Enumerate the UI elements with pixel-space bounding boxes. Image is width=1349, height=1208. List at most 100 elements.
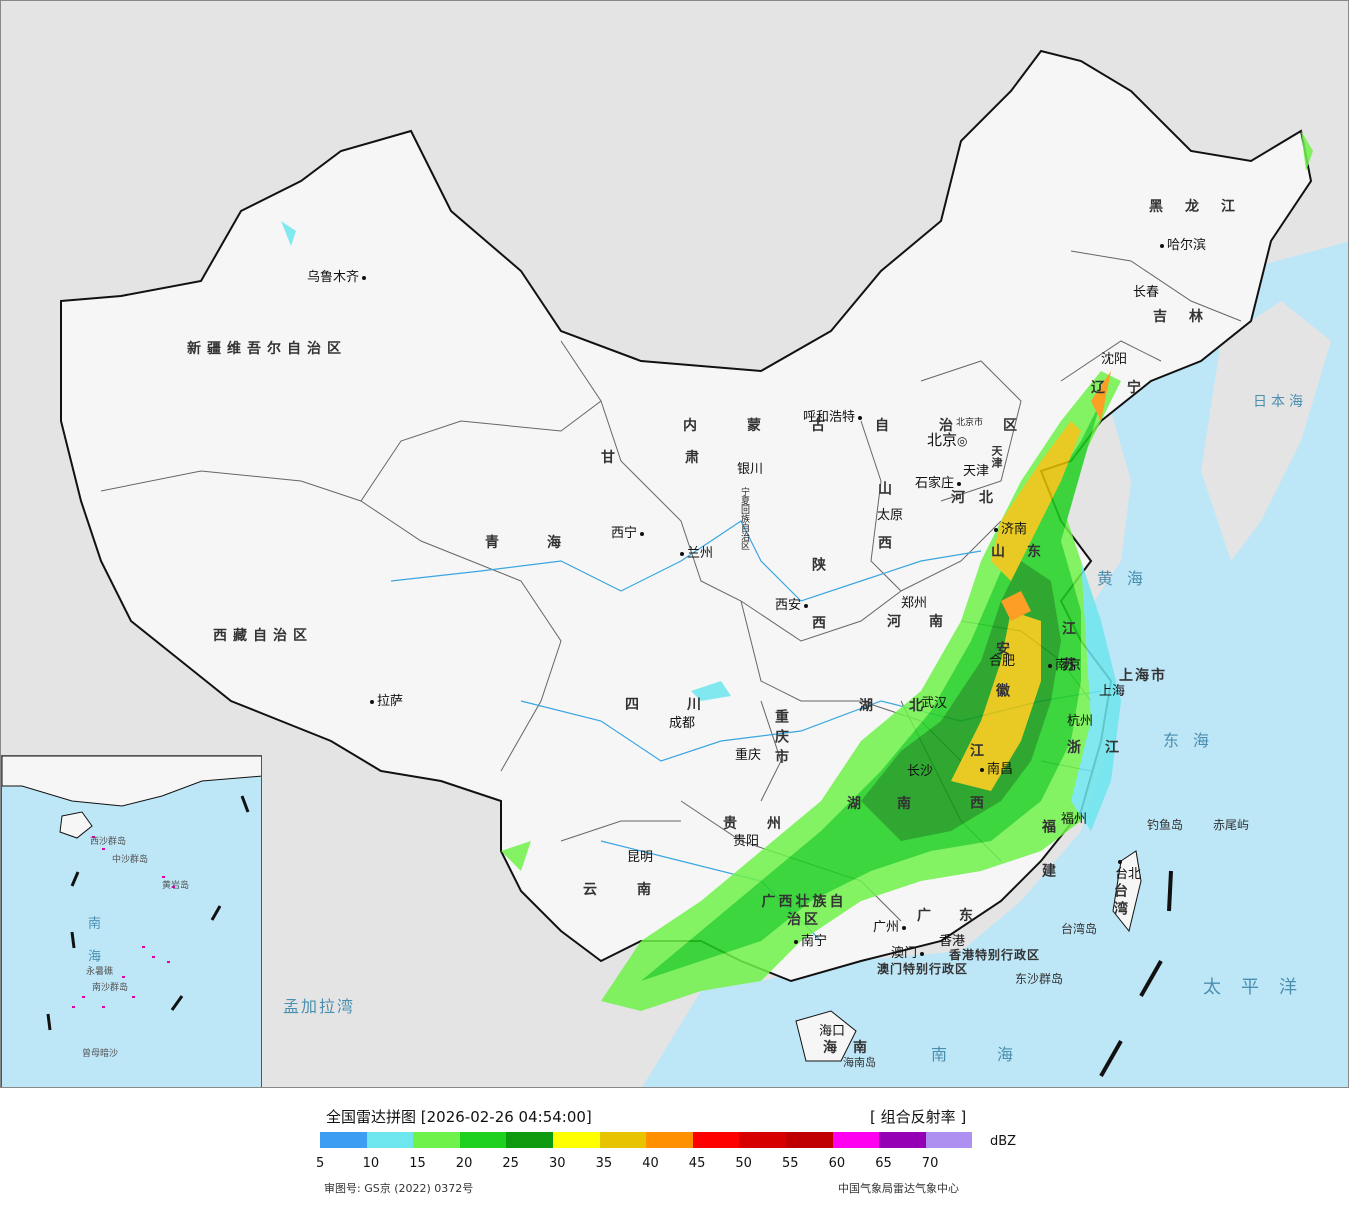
color-swatch bbox=[366, 1132, 414, 1148]
province-taiwan: 台湾 bbox=[1112, 883, 1128, 919]
city-shijiazhuang: 石家庄 bbox=[915, 477, 964, 490]
scale-tick-label: 70 bbox=[921, 1156, 939, 1171]
city-xian: 西安 bbox=[775, 599, 811, 612]
color-swatch bbox=[320, 1132, 367, 1148]
sea-japan: 日本海 bbox=[1253, 394, 1307, 410]
city-beijing: 北京◎ bbox=[927, 431, 968, 449]
color-swatch bbox=[646, 1132, 693, 1148]
province-anhui: 安徽 bbox=[994, 641, 1010, 725]
color-swatch bbox=[879, 1132, 926, 1148]
legend-unit: dBZ bbox=[990, 1134, 1017, 1149]
inset-yongshu: 永暑礁 bbox=[86, 967, 114, 977]
province-liaoning: 辽宁 bbox=[1091, 380, 1163, 396]
scale-tick-label: 45 bbox=[688, 1156, 706, 1171]
approval-number: 审图号: GS京 (2022) 0372号 bbox=[324, 1182, 474, 1195]
color-swatch bbox=[692, 1132, 740, 1148]
label-hk-sar: 香港特别行政区 bbox=[949, 948, 1041, 962]
scale-tick-label: 25 bbox=[502, 1156, 519, 1171]
province-guangxi: 广西壮族自治区 bbox=[761, 894, 847, 928]
color-swatch bbox=[506, 1132, 553, 1148]
city-shenyang: 沈阳 bbox=[1101, 352, 1128, 367]
province-jiangxi: 江西 bbox=[968, 743, 984, 847]
city-nanning: 南宁 bbox=[791, 935, 827, 948]
scale-tick-label: 50 bbox=[735, 1156, 752, 1171]
inset-nansha: 南沙群岛 bbox=[92, 983, 129, 993]
city-changsha: 长沙 bbox=[907, 764, 934, 779]
color-swatch bbox=[413, 1132, 460, 1148]
island-chiwei: 赤尾屿 bbox=[1213, 818, 1250, 832]
island-hainan: 海南岛 bbox=[843, 1056, 876, 1069]
province-henan: 河南 bbox=[887, 614, 971, 630]
province-xinjiang: 新疆维吾尔自治区 bbox=[187, 341, 347, 357]
province-shanghai: 上海市 bbox=[1119, 668, 1167, 684]
scale-tick-label: 60 bbox=[828, 1156, 846, 1171]
province-guangdong: 广东 bbox=[917, 908, 1001, 924]
city-hohhot: 呼和浩特 bbox=[803, 411, 865, 424]
province-neimenggu: 内蒙古自治区 bbox=[683, 418, 1067, 434]
city-changchun: 长春 bbox=[1133, 285, 1160, 300]
legend-panel: 全国雷达拼图 [2026-02-26 04:54:00] [ 组合反射率 ] 5… bbox=[0, 1088, 1349, 1208]
legend-product: [ 组合反射率 ] bbox=[870, 1108, 967, 1126]
scale-tick-label: 30 bbox=[549, 1156, 566, 1171]
legend-title: 全国雷达拼图 [2026-02-26 04:54:00] bbox=[326, 1108, 592, 1126]
city-zhengzhou: 郑州 bbox=[901, 596, 928, 611]
province-hebei: 河北 bbox=[951, 490, 1007, 506]
city-shanghai: 上海 bbox=[1099, 684, 1126, 699]
scale-tick-label: 20 bbox=[455, 1156, 473, 1171]
city-urumqi: 乌鲁木齐 bbox=[307, 271, 369, 284]
inset-zengmu: 曾母暗沙 bbox=[82, 1049, 119, 1059]
city-jinan: 济南 bbox=[991, 523, 1027, 536]
province-qinghai: 青海 bbox=[485, 535, 609, 551]
city-wuhan: 武汉 bbox=[921, 696, 948, 711]
city-harbin: 哈尔滨 bbox=[1157, 239, 1206, 252]
province-tianjin: 天津 bbox=[990, 445, 1003, 469]
inset-zhongsha: 中沙群岛 bbox=[112, 855, 149, 865]
inset-south-sea: 南海 bbox=[85, 916, 100, 982]
scale-tick-label: 15 bbox=[409, 1156, 426, 1171]
island-diaoyu: 钓鱼岛 bbox=[1147, 818, 1184, 832]
city-yinchuan: 银川 bbox=[737, 462, 764, 477]
color-swatch bbox=[832, 1132, 880, 1148]
sea-bengal: 孟加拉湾 bbox=[283, 997, 356, 1016]
color-swatch bbox=[459, 1132, 507, 1148]
province-beijing: 北京市 bbox=[956, 418, 984, 428]
city-hangzhou: 杭州 bbox=[1067, 714, 1094, 729]
sea-pacific: 太平洋 bbox=[1203, 977, 1317, 998]
city-fuzhou: 福州 bbox=[1061, 812, 1088, 827]
city-kunming: 昆明 bbox=[627, 850, 654, 865]
color-swatch bbox=[739, 1132, 786, 1148]
scale-tick-label: 5 bbox=[316, 1156, 325, 1171]
province-gansu: 甘肃 bbox=[601, 450, 769, 466]
city-guangzhou: 广州 bbox=[873, 921, 909, 934]
sea-yellow: 黄海 bbox=[1097, 569, 1158, 588]
inset-huangyan: 黄岩岛 bbox=[162, 881, 190, 891]
province-yunnan: 云南 bbox=[583, 882, 691, 898]
color-swatch bbox=[599, 1132, 647, 1148]
province-fujian: 福建 bbox=[1040, 819, 1056, 907]
province-tibet: 西藏自治区 bbox=[213, 628, 313, 644]
city-hefei: 合肥 bbox=[989, 654, 1016, 669]
island-taiwan: 台湾岛 bbox=[1061, 922, 1098, 936]
sea-south: 南海 bbox=[931, 1045, 1064, 1064]
island-dongsha: 东沙群岛 bbox=[1015, 972, 1064, 986]
label-macau-sar: 澳门特别行政区 bbox=[877, 962, 969, 976]
radar-map: 新疆维吾尔自治区 西藏自治区 青海 甘肃 内蒙古自治区 黑龙江 吉林 辽宁 河北… bbox=[0, 0, 1349, 1088]
city-lanzhou: 兰州 bbox=[677, 547, 713, 560]
city-chengdu: 成都 bbox=[669, 716, 696, 731]
city-xining: 西宁 bbox=[611, 527, 647, 540]
scale-tick-label: 55 bbox=[782, 1156, 799, 1171]
province-hunan: 湖南 bbox=[847, 796, 947, 812]
province-guizhou: 贵州 bbox=[723, 816, 811, 832]
agency-name: 中国气象局雷达气象中心 bbox=[838, 1182, 959, 1195]
scale-tick-label: 65 bbox=[875, 1156, 892, 1171]
color-swatch bbox=[925, 1132, 973, 1148]
color-swatch bbox=[786, 1132, 833, 1148]
city-tianjin: 天津 bbox=[963, 464, 990, 479]
province-heilongjiang: 黑龙江 bbox=[1149, 199, 1257, 215]
province-zhejiang: 浙江 bbox=[1067, 740, 1143, 756]
city-haikou: 海口 bbox=[819, 1024, 846, 1039]
province-jiangsu: 江苏 bbox=[1060, 621, 1076, 693]
province-shanxi: 山西 bbox=[876, 481, 892, 589]
scale-tick-label: 10 bbox=[362, 1156, 380, 1171]
map-canvas bbox=[60, 49, 1348, 1087]
